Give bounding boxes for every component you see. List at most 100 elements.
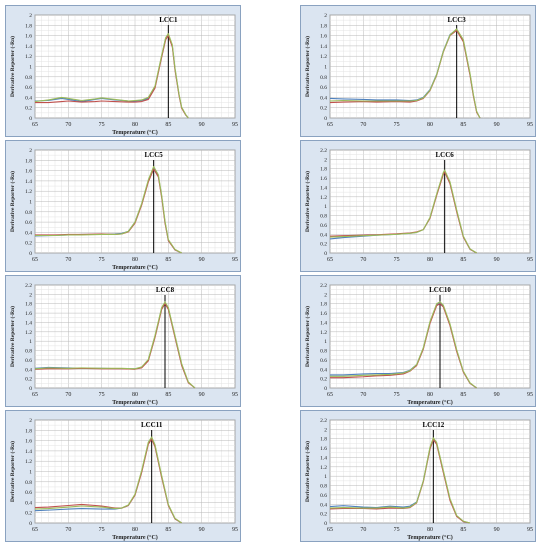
y-tick-label: 2.2 — [320, 418, 327, 424]
y-tick-label: 1.2 — [320, 54, 327, 60]
x-tick-label: 85 — [460, 527, 466, 533]
peak-annotation: LCC1 — [159, 16, 178, 24]
x-tick-label: 90 — [199, 527, 205, 533]
x-tick-label: 95 — [527, 392, 533, 398]
chart-panel-3: 65 70 75 80 85 90 95 0 0.2 0.4 0.6 0.8 1 1.2 1.4 1.6 1.8… — [5, 140, 241, 272]
y-tick-label: 0 — [324, 521, 327, 527]
x-tick-label: 70 — [360, 122, 366, 128]
x-tick-label: 65 — [32, 122, 38, 128]
y-tick-label: 0.4 — [320, 502, 327, 508]
x-tick-label: 95 — [232, 257, 238, 263]
y-tick-label: 0.2 — [320, 106, 327, 112]
y-tick-label: 0 — [29, 521, 32, 527]
y-tick-label: 0.6 — [320, 85, 327, 91]
x-tick-label: 80 — [427, 392, 433, 398]
x-tick-label: 80 — [132, 257, 138, 263]
x-tick-label: 95 — [527, 122, 533, 128]
y-tick-label: 1.4 — [25, 44, 32, 50]
peak-annotation: LCC5 — [145, 151, 164, 159]
y-tick-label: 0.4 — [320, 367, 327, 373]
chart-panel-5: 65 70 75 80 85 90 95 0 0.2 0.4 0.6 0.8 1 1.2 1.4 1.6 1.8… — [5, 275, 241, 407]
y-tick-label: 1 — [29, 65, 32, 71]
y-tick-label: 1.8 — [25, 428, 32, 434]
x-tick-label: 90 — [494, 257, 500, 263]
y-tick-label: 1.6 — [320, 34, 327, 40]
x-tick-label: 85 — [165, 527, 171, 533]
x-tick-label: 75 — [394, 392, 400, 398]
x-axis-title: Temperature (°C) — [407, 534, 453, 541]
y-tick-label: 1.6 — [320, 311, 327, 317]
y-tick-label: 1 — [29, 200, 32, 206]
x-tick-label: 90 — [199, 392, 205, 398]
y-tick-label: 0.6 — [320, 223, 327, 229]
y-axis-title: Derivative Reporter (-Rn) — [9, 306, 16, 367]
y-tick-label: 1.4 — [320, 44, 327, 50]
x-tick-label: 90 — [494, 392, 500, 398]
x-tick-label: 75 — [394, 527, 400, 533]
y-tick-label: 0.8 — [320, 484, 327, 490]
x-tick-label: 95 — [232, 527, 238, 533]
y-tick-label: 1.8 — [320, 437, 327, 443]
y-axis-title: Derivative Reporter (-Rn) — [9, 36, 16, 97]
y-tick-label: 0.2 — [320, 377, 327, 383]
y-tick-label: 1.4 — [320, 455, 327, 461]
y-tick-label: 0 — [29, 386, 32, 392]
y-tick-label: 0.8 — [320, 214, 327, 220]
x-tick-label: 80 — [427, 257, 433, 263]
peak-annotation: LCC3 — [448, 16, 467, 24]
y-tick-label: 1 — [324, 339, 327, 345]
chart-svg: 65 70 75 80 85 90 95 0 0.2 0.4 0.6 0.8 1 1.2 1.4 1.6 1.8… — [5, 5, 241, 137]
y-tick-label: 1.2 — [320, 195, 327, 201]
y-tick-label: 1.6 — [25, 439, 32, 445]
y-tick-label: 1.2 — [25, 54, 32, 60]
x-tick-label: 75 — [99, 122, 105, 128]
y-tick-label: 2 — [29, 418, 32, 424]
y-tick-label: 0.2 — [320, 512, 327, 518]
x-tick-label: 75 — [394, 122, 400, 128]
x-tick-label: 70 — [360, 527, 366, 533]
gridlines — [34, 14, 236, 119]
x-tick-label: 90 — [494, 122, 500, 128]
peak-annotation: LCC6 — [436, 151, 455, 159]
x-axis-title: Temperature (°C) — [112, 399, 158, 406]
y-tick-label: 1.4 — [320, 185, 327, 191]
y-tick-label: 0.4 — [320, 95, 327, 101]
y-tick-label: 0.4 — [25, 95, 32, 101]
x-tick-label: 95 — [232, 122, 238, 128]
y-tick-label: 0.2 — [25, 241, 32, 247]
series-line-3 — [34, 301, 196, 389]
y-tick-label: 0.6 — [25, 220, 32, 226]
x-tick-label: 65 — [32, 392, 38, 398]
y-axis-title: Derivative Reporter (-Rn) — [304, 171, 311, 232]
y-tick-label: 1.2 — [25, 459, 32, 465]
chart-panel-4: 65 70 75 80 85 90 95 0 0.2 0.4 0.6 0.8 1 1.2 1.4 1.6 1.8… — [300, 140, 536, 272]
gridlines — [329, 149, 531, 254]
y-tick-label: 0.6 — [25, 490, 32, 496]
y-tick-label: 0.4 — [25, 500, 32, 506]
y-tick-label: 1.8 — [320, 23, 327, 29]
y-tick-label: 1.6 — [25, 311, 32, 317]
y-tick-label: 0 — [324, 251, 327, 257]
y-tick-label: 1.2 — [320, 465, 327, 471]
y-tick-label: 0.2 — [320, 242, 327, 248]
x-tick-label: 80 — [132, 392, 138, 398]
x-tick-label: 75 — [99, 257, 105, 263]
y-axis-title: Derivative Reporter (-Rn) — [304, 36, 311, 97]
x-tick-label: 85 — [460, 392, 466, 398]
chart-svg: 65 70 75 80 85 90 95 0 0.2 0.4 0.6 0.8 1 1.2 1.4 1.6 1.8… — [300, 275, 536, 407]
gridlines — [329, 419, 531, 524]
x-tick-label: 85 — [460, 122, 466, 128]
y-tick-label: 1 — [29, 470, 32, 476]
y-tick-label: 0.2 — [25, 511, 32, 517]
series-line-3 — [34, 436, 182, 524]
x-tick-label: 65 — [327, 527, 333, 533]
y-tick-label: 0.8 — [25, 480, 32, 486]
x-tick-label: 70 — [65, 257, 71, 263]
y-tick-label: 2.2 — [320, 148, 327, 154]
y-tick-label: 2.2 — [25, 283, 32, 289]
y-tick-label: 1.6 — [25, 34, 32, 40]
gridlines — [34, 284, 236, 389]
x-axis-title: Temperature (°C) — [112, 534, 158, 541]
series-line-3 — [329, 28, 481, 119]
x-tick-label: 70 — [65, 392, 71, 398]
